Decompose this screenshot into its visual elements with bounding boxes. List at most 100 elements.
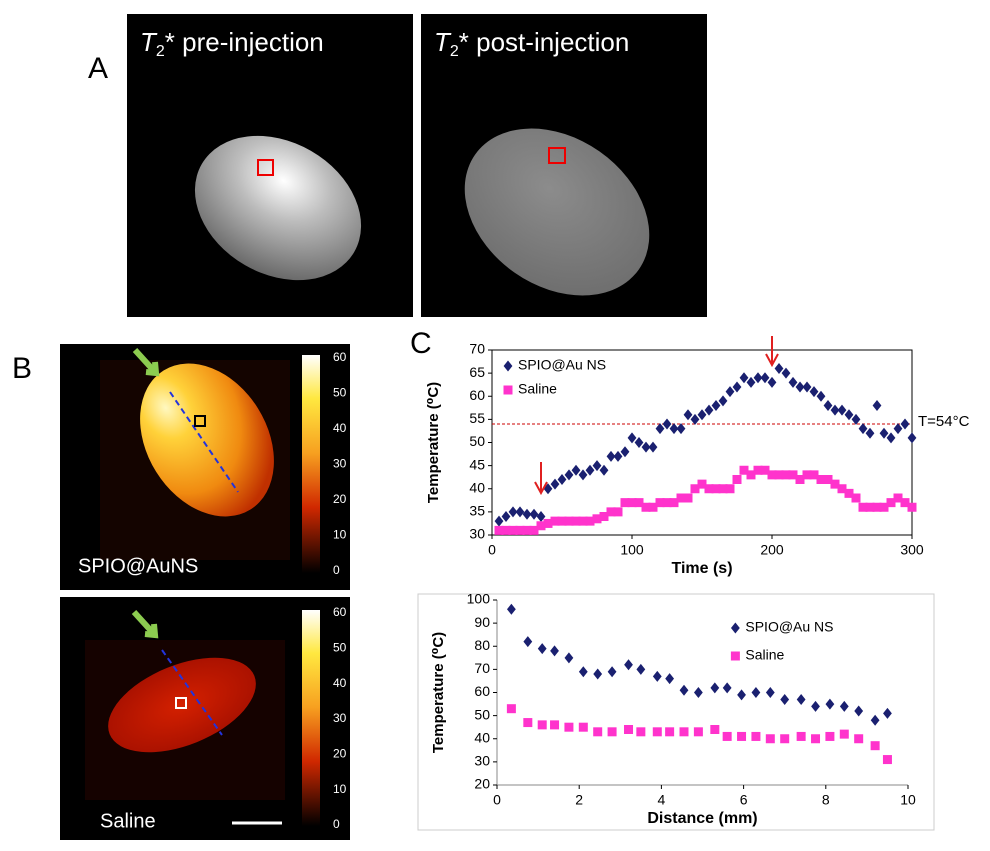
- point: [495, 516, 504, 527]
- point: [826, 699, 835, 710]
- point: [572, 465, 581, 476]
- legend-marker: [504, 361, 513, 372]
- point: [883, 708, 892, 719]
- point: [684, 409, 693, 420]
- point: [694, 687, 703, 698]
- colorbar-tick-label: 30: [333, 457, 347, 471]
- y-tick-label: 60: [474, 683, 490, 699]
- threshold-label: T=54°C: [918, 413, 970, 430]
- x-tick-label: 8: [822, 792, 830, 808]
- point: [797, 694, 806, 705]
- y-tick-label: 70: [474, 660, 490, 676]
- y-axis-title: Temperature (⁰C): [430, 632, 447, 753]
- legend-marker: [731, 623, 740, 634]
- colorbar: [302, 355, 320, 573]
- y-tick-label: 90: [474, 614, 490, 630]
- point: [733, 475, 742, 484]
- point: [593, 460, 602, 471]
- y-tick-label: 30: [469, 526, 485, 542]
- point: [593, 727, 602, 736]
- x-tick-label: 100: [620, 542, 644, 558]
- point: [908, 432, 917, 443]
- point: [733, 382, 742, 393]
- point: [608, 666, 617, 677]
- point: [740, 372, 749, 383]
- point: [880, 428, 889, 439]
- image-caption: Saline: [100, 810, 156, 832]
- point: [621, 446, 630, 457]
- point: [768, 377, 777, 388]
- point: [586, 465, 595, 476]
- point: [726, 484, 735, 493]
- colorbar-tick-label: 20: [333, 747, 347, 761]
- point: [565, 652, 574, 663]
- legend-label: SPIO@Au NS: [518, 357, 606, 373]
- point: [550, 645, 559, 656]
- colorbar-tick-label: 0: [333, 817, 340, 831]
- colorbar-tick-label: 10: [333, 782, 347, 796]
- point: [636, 727, 645, 736]
- point: [852, 414, 861, 425]
- point: [866, 428, 875, 439]
- point: [747, 377, 756, 388]
- point: [680, 727, 689, 736]
- point: [854, 706, 863, 717]
- point: [614, 451, 623, 462]
- point: [680, 685, 689, 696]
- point: [726, 386, 735, 397]
- point: [737, 732, 746, 741]
- y-tick-label: 50: [474, 706, 490, 722]
- point: [636, 664, 645, 675]
- point: [579, 723, 588, 732]
- point: [901, 419, 910, 430]
- point: [894, 423, 903, 434]
- point: [811, 734, 820, 743]
- x-axis-title: Distance (mm): [647, 810, 757, 827]
- y-axis-title: Temperature (⁰C): [425, 382, 442, 503]
- point: [523, 636, 532, 647]
- point: [677, 423, 686, 434]
- y-tick-label: 40: [474, 729, 490, 745]
- point: [684, 494, 693, 503]
- y-tick-label: 45: [469, 456, 485, 472]
- point: [871, 715, 880, 726]
- point: [507, 704, 516, 713]
- point: [653, 727, 662, 736]
- point: [624, 725, 633, 734]
- point: [579, 469, 588, 480]
- colorbar-tick-label: 60: [333, 605, 347, 619]
- point: [507, 604, 516, 615]
- chart: 3035404550556065700100200300Time (s)Temp…: [425, 341, 970, 578]
- x-tick-label: 200: [760, 542, 784, 558]
- point: [665, 727, 674, 736]
- point: [838, 405, 847, 416]
- point: [665, 673, 674, 684]
- point: [710, 725, 719, 734]
- y-tick-label: 55: [469, 410, 485, 426]
- y-tick-label: 80: [474, 637, 490, 653]
- point: [691, 414, 700, 425]
- point: [558, 474, 567, 485]
- legend-label: Saline: [745, 647, 784, 663]
- point: [710, 682, 719, 693]
- image-title: T2* post-injection: [434, 27, 629, 60]
- point: [824, 400, 833, 411]
- legend-marker: [731, 652, 740, 661]
- point: [780, 734, 789, 743]
- y-tick-label: 100: [467, 591, 491, 607]
- title-text: * pre-injection: [165, 27, 324, 57]
- legend-marker: [504, 386, 513, 395]
- x-tick-label: 4: [658, 792, 666, 808]
- point: [761, 372, 770, 383]
- x-tick-label: 6: [740, 792, 748, 808]
- point: [516, 506, 525, 517]
- point: [845, 409, 854, 420]
- panel-label: B: [12, 352, 32, 385]
- point: [883, 755, 892, 764]
- point: [766, 734, 775, 743]
- point: [698, 409, 707, 420]
- y-tick-label: 65: [469, 364, 485, 380]
- point: [523, 718, 532, 727]
- colorbar-tick-label: 60: [333, 350, 347, 364]
- point: [663, 419, 672, 430]
